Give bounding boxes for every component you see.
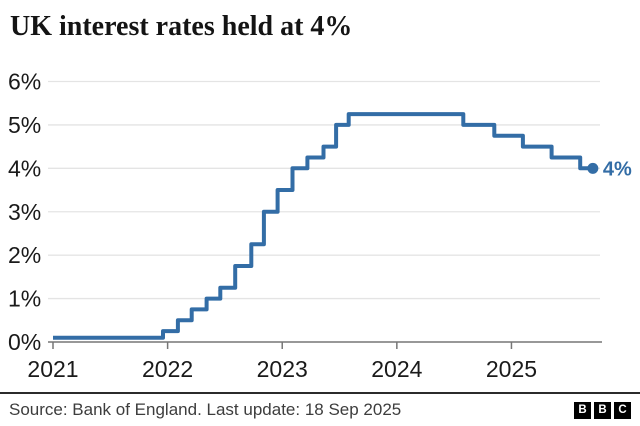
- x-tick-label: 2024: [371, 356, 422, 382]
- x-tick-label: 2022: [142, 356, 193, 382]
- bbc-logo-block: B: [574, 401, 591, 419]
- x-tick-label: 2021: [27, 356, 78, 382]
- interest-rate-chart: 0% 1% 2% 3% 4% 5% 6% 2021 2022 2023 2024 2025 4%: [8, 69, 632, 383]
- bbc-logo-block: C: [614, 401, 631, 419]
- y-tick-label: 6%: [8, 69, 41, 95]
- footer: Source: Bank of England. Last update: 18…: [0, 392, 640, 426]
- y-tick-label: 4%: [8, 155, 41, 181]
- y-tick-label: 3%: [8, 199, 41, 225]
- y-tick-label: 1%: [8, 286, 41, 312]
- end-dot: [587, 162, 599, 174]
- bbc-logo: B B C: [574, 401, 631, 419]
- rate-line: [53, 112, 593, 340]
- y-tick-label: 5%: [8, 112, 41, 138]
- y-tick-label: 2%: [8, 242, 41, 268]
- bbc-logo-block: B: [594, 401, 611, 419]
- y-tick-label: 0%: [8, 329, 41, 355]
- end-value-label: 4%: [603, 158, 632, 180]
- source-text: Source: Bank of England. Last update: 18…: [9, 400, 402, 419]
- x-tick-label: 2023: [257, 356, 308, 382]
- chart-title: UK interest rates held at 4%: [10, 11, 353, 42]
- x-tick-label: 2025: [486, 356, 537, 382]
